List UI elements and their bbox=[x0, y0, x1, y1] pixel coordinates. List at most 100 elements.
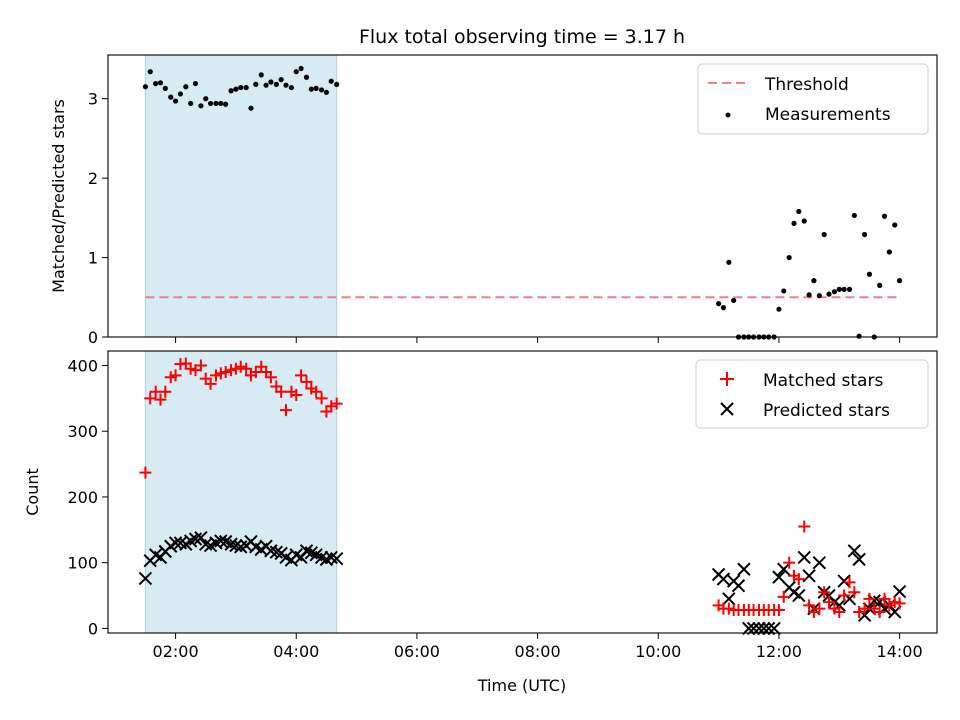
matched-star-point bbox=[330, 397, 343, 410]
measurement-point bbox=[892, 222, 898, 228]
measurement-point bbox=[218, 100, 224, 107]
measurement-point bbox=[720, 305, 727, 311]
matched-star-point bbox=[159, 385, 172, 398]
predicted-star-point bbox=[731, 578, 746, 593]
measurement-point bbox=[177, 91, 184, 97]
y-tick-label: 400 bbox=[67, 356, 98, 375]
matched-star-point bbox=[848, 586, 861, 599]
matched-star-point bbox=[290, 389, 303, 402]
measurement-point bbox=[278, 77, 284, 83]
matched-star-point bbox=[139, 466, 152, 479]
ratio-panel: 0 1 2 3 Matched/Predicted stars Threshold M… bbox=[49, 54, 938, 347]
measurement-point bbox=[188, 100, 194, 107]
matched-star-point bbox=[295, 369, 308, 382]
measurement-point bbox=[207, 100, 214, 107]
predicted-star-point bbox=[138, 571, 153, 586]
predicted-star-point bbox=[224, 537, 238, 551]
ratio-y-axis-label: Matched/Predicted stars bbox=[49, 99, 68, 293]
predicted-stars-points bbox=[138, 530, 907, 636]
matched-star-point bbox=[863, 592, 876, 605]
measurement-point bbox=[238, 84, 244, 91]
measurement-point bbox=[253, 81, 259, 87]
ratio-panel-axes: 0 1 2 3 bbox=[88, 90, 901, 347]
measurement-legend-swatch bbox=[725, 112, 731, 118]
matched-star-point bbox=[279, 404, 292, 417]
measurement-point bbox=[233, 86, 239, 92]
matched-star-point bbox=[777, 590, 790, 603]
measurement-point bbox=[836, 286, 842, 292]
measurement-point bbox=[142, 84, 149, 90]
matched-star-point bbox=[803, 599, 816, 612]
measurement-point bbox=[323, 89, 330, 95]
measurement-point bbox=[198, 103, 204, 109]
y-tick-label: 0 bbox=[88, 619, 98, 638]
predicted-star-point bbox=[802, 569, 816, 583]
measurement-point bbox=[298, 65, 304, 72]
matched-star-point bbox=[219, 366, 232, 379]
measurement-point bbox=[288, 84, 295, 91]
measurement-point bbox=[826, 291, 832, 297]
predicted-star-point bbox=[797, 550, 811, 565]
measurement-point bbox=[861, 231, 868, 238]
measurement-point bbox=[877, 282, 883, 288]
measurement-point bbox=[726, 259, 732, 265]
measurement-point bbox=[258, 72, 264, 78]
predicted-star-point bbox=[757, 621, 771, 636]
y-tick-label: 300 bbox=[67, 422, 98, 441]
predicted-star-point bbox=[892, 584, 907, 599]
y-tick-label: 2 bbox=[88, 169, 98, 188]
measurement-point bbox=[313, 85, 319, 91]
x-tick-label: 08:00 bbox=[515, 642, 561, 661]
predicted-star-point bbox=[269, 545, 284, 559]
measurement-point bbox=[147, 69, 153, 75]
measurement-point bbox=[213, 100, 219, 107]
matched-star-point bbox=[873, 605, 886, 618]
observing-span-top bbox=[144, 54, 338, 338]
predicted-star-point bbox=[852, 552, 866, 567]
measurement-point bbox=[715, 301, 722, 307]
predicted-star-point bbox=[329, 552, 344, 566]
y-tick-label: 0 bbox=[88, 328, 98, 347]
count-panel: 0 100 200 300 400 02:00 04:00 06:00 08:00 10:00 12… bbox=[23, 350, 938, 695]
matched-star-point bbox=[234, 360, 247, 373]
measurement-point bbox=[886, 249, 892, 255]
measurement-point bbox=[303, 74, 310, 80]
measurement-point bbox=[248, 105, 254, 111]
matched-star-point bbox=[325, 400, 338, 413]
threshold-legend-label: Threshold bbox=[764, 75, 849, 95]
predicted-star-point bbox=[792, 588, 806, 603]
ratio-panel-frame bbox=[107, 54, 938, 338]
matched-star-point bbox=[204, 377, 217, 390]
measurement-points bbox=[142, 65, 903, 340]
measurement-point bbox=[308, 86, 314, 92]
count-panel-frame bbox=[107, 350, 938, 634]
predicted-star-point bbox=[752, 621, 766, 636]
measurement-point bbox=[731, 297, 737, 304]
matched-star-point bbox=[300, 375, 313, 388]
measurement-point bbox=[172, 98, 179, 104]
measurement-point bbox=[328, 78, 334, 84]
matched-star-point bbox=[798, 520, 811, 533]
x-tick-label: 04:00 bbox=[273, 642, 319, 661]
y-tick-label: 3 bbox=[88, 90, 98, 109]
measurement-point bbox=[162, 85, 168, 91]
x-tick-label: 10:00 bbox=[635, 642, 681, 661]
predicted-star-point bbox=[772, 570, 786, 584]
y-tick-label: 200 bbox=[67, 488, 98, 507]
matched-star-point bbox=[249, 366, 262, 379]
predicted-legend-label: Predicted stars bbox=[763, 401, 890, 421]
predicted-star-point bbox=[737, 562, 751, 576]
predicted-star-point bbox=[761, 621, 776, 636]
measurement-point bbox=[776, 306, 782, 312]
predicted-star-point bbox=[847, 544, 862, 558]
matched-star-point bbox=[893, 597, 906, 610]
matched-star-point bbox=[878, 592, 891, 605]
predicted-star-point bbox=[722, 592, 736, 606]
matched-legend-swatch bbox=[720, 372, 734, 386]
matched-star-point bbox=[838, 589, 851, 602]
measurement-point bbox=[831, 289, 838, 295]
measurement-point bbox=[318, 87, 325, 93]
measurement-point bbox=[791, 220, 797, 227]
measurement-point bbox=[228, 88, 234, 94]
